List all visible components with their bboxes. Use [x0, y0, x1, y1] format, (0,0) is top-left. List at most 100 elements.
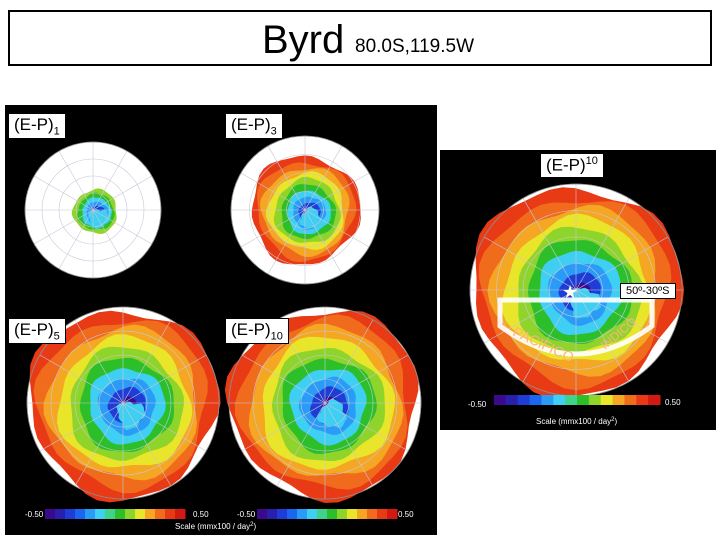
colorbar-swatch: [517, 395, 531, 405]
meridian-line: [33, 209, 94, 245]
meridian-line: [324, 402, 374, 487]
meridian-line: [575, 236, 668, 291]
colorbar-swatch: [125, 509, 136, 519]
meridian-line: [122, 402, 207, 452]
colorbar-swatch: [165, 509, 176, 519]
colorbar-swatch: [155, 509, 166, 519]
meridian-line: [92, 209, 153, 245]
meridian-line: [39, 354, 124, 404]
meridian-line: [267, 145, 306, 211]
station-title: Byrd: [262, 18, 345, 62]
colorbar-swatch: [95, 509, 106, 519]
colorbar-swatch: [577, 395, 590, 405]
colorbar-swatch: [505, 395, 519, 405]
meridian-line: [241, 354, 326, 404]
colorbar-swatch: [529, 395, 542, 405]
colorbar-swatch: [317, 509, 328, 519]
colorbar-right-max: 0.50: [398, 510, 414, 519]
small-maps-svg: -0.50 0.50 -0.50 0.50 Scale (mmx100 / da…: [24, 135, 422, 531]
polar-map-3: [26, 306, 221, 503]
colorbar-swatch: [45, 509, 56, 519]
colorbar-swatch: [347, 509, 358, 519]
meridian-line: [575, 198, 630, 291]
colorbar-swatch: [553, 395, 566, 405]
pole-patch: [570, 287, 601, 319]
colorbar-swatch: [600, 395, 614, 405]
colorbar-swatch: [624, 395, 637, 405]
meridian-line: [304, 172, 370, 211]
meridian-line: [484, 236, 577, 291]
title-box: Byrd 80.0S,119.5W: [8, 10, 712, 66]
pole-patch: [116, 401, 146, 431]
colorbar-swatch: [565, 395, 578, 405]
meridian-line: [39, 402, 124, 452]
meridian-line: [122, 402, 172, 487]
meridian-line: [74, 402, 124, 487]
meridian-line: [58, 150, 94, 211]
colorbar-swatch: [387, 509, 398, 519]
colorbar-swatch: [357, 509, 368, 519]
meridian-line: [240, 209, 306, 248]
right-map-panel: ★ PACIFICO INDICO -0.50 0.50 Scale (mmx100…: [440, 150, 716, 430]
colorbar-swatch: [75, 509, 86, 519]
colorbar-swatch: [377, 509, 388, 519]
colorbar-swatch: [85, 509, 96, 519]
colorbar-swatch: [277, 509, 288, 519]
map-border: [230, 135, 380, 285]
meridian-line: [74, 319, 124, 404]
colorbar-swatch: [367, 509, 378, 519]
map-label-1: (E-P)1: [8, 113, 66, 140]
band-label: 50º-30ºS: [620, 283, 676, 299]
colorbar-swatch: [541, 395, 554, 405]
colorbar-swatch: [494, 395, 507, 405]
meridian-line: [276, 402, 326, 487]
colorbar-scale-label: Scale (mmx100 / day2): [175, 522, 256, 531]
meridian-line: [522, 198, 577, 291]
station-star-icon: ★: [562, 282, 578, 302]
colorbar-swatch: [648, 395, 661, 405]
colorbar-large: [494, 395, 661, 405]
polar-map-1: [24, 141, 162, 279]
meridian-line: [92, 209, 128, 270]
meridian-line: [324, 402, 409, 452]
colorbar-swatch: [115, 509, 126, 519]
map-label-3: (E-P)3: [225, 113, 283, 140]
meridian-line: [33, 175, 94, 211]
map-border: [26, 306, 220, 500]
colorbar-swatch: [636, 395, 649, 405]
colorbar-swatch: [55, 509, 66, 519]
colorbar-left-min: -0.50: [25, 510, 44, 519]
colorbar-right: [257, 509, 398, 519]
meridian-line: [58, 209, 94, 270]
meridian-line: [324, 354, 409, 404]
pole-patch: [316, 398, 348, 429]
meridian-line: [304, 209, 343, 275]
meridian-line: [241, 402, 326, 452]
meridian-line: [304, 145, 343, 211]
left-map-panel: -0.50 0.50 -0.50 0.50 Scale (mmx100 / da…: [5, 105, 437, 535]
colorbar-swatch: [307, 509, 318, 519]
station-coords: 80.0S,119.5W: [355, 36, 475, 57]
meridian-line: [122, 354, 207, 404]
colorbar-swatch: [297, 509, 308, 519]
map-border: [24, 141, 162, 279]
colorbar-large-scale: Scale (mmx100 / day2): [536, 417, 617, 426]
colorbar-swatch: [287, 509, 298, 519]
colorbar-swatch: [327, 509, 338, 519]
band-outline: [497, 297, 655, 357]
polar-map-2: [230, 135, 380, 285]
colorbar-left: [45, 509, 186, 519]
pole-patch: [298, 206, 322, 229]
colorbar-swatch: [257, 509, 268, 519]
meridian-line: [324, 319, 374, 404]
meridian-line: [92, 150, 128, 211]
meridian-line: [304, 209, 370, 248]
colorbar-left-max: 0.50: [193, 510, 209, 519]
colorbar-swatch: [65, 509, 76, 519]
polar-map-4: [224, 306, 422, 503]
meridian-line: [122, 319, 172, 404]
colorbar-swatch: [612, 395, 625, 405]
colorbar-swatch: [145, 509, 156, 519]
colorbar-swatch: [267, 509, 278, 519]
colorbar-swatch: [175, 509, 186, 519]
